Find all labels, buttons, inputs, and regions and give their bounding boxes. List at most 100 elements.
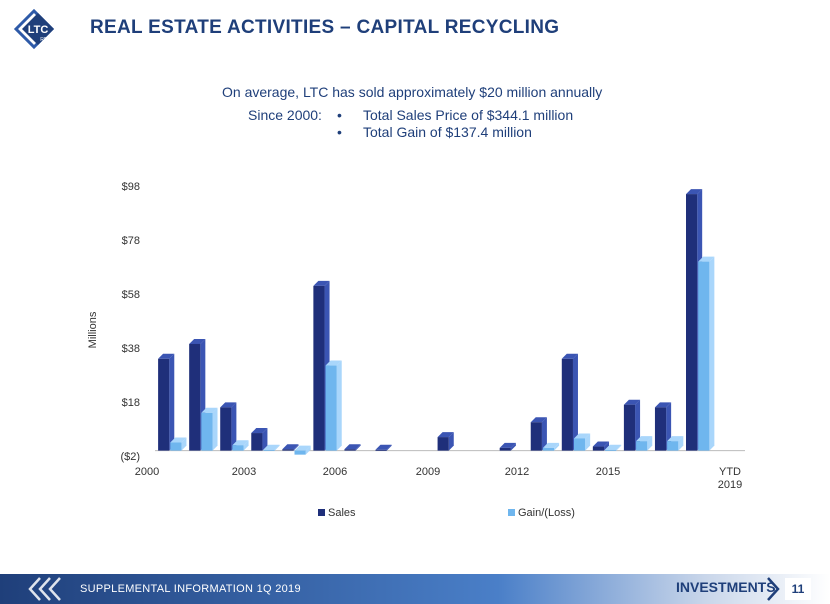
bar-sales (499, 447, 511, 451)
bar-sales (623, 404, 636, 451)
bullet-text: Total Gain of $137.4 million (363, 124, 532, 140)
bar-side (604, 441, 610, 451)
bar-top (170, 437, 187, 443)
bar-top (263, 444, 280, 450)
bar-top (251, 428, 268, 434)
bar-side (243, 440, 249, 451)
bar-top (325, 360, 342, 366)
bar-side (274, 444, 280, 451)
page-number: 11 (785, 578, 811, 600)
footer-bar (0, 574, 830, 604)
y-tick-label: $38 (122, 343, 140, 355)
bar-top (220, 402, 237, 408)
bar-top (530, 417, 547, 423)
bar-top (499, 442, 516, 448)
chevron-icon (28, 577, 61, 601)
bar-gain-loss (698, 261, 710, 451)
bar-sales (592, 446, 605, 451)
x-tick-label: 2009 (416, 466, 440, 478)
bar-top (158, 353, 175, 359)
bar-sales (251, 433, 263, 451)
company-logo: LTC REIT (12, 8, 74, 50)
bar-gain-loss (605, 449, 617, 451)
bar-gain-loss (294, 450, 306, 455)
footer-text: SUPPLEMENTAL INFORMATION 1Q 2019 (80, 583, 301, 595)
bar-side (181, 437, 187, 451)
bar-gain-loss (232, 445, 244, 451)
bar-side (678, 436, 684, 451)
summary-bullet: • Total Sales Price of $344.1 million (337, 107, 574, 123)
x-tick-label: 2012 (505, 466, 529, 478)
bar-gain-loss (201, 412, 213, 451)
bar-gain-loss (263, 449, 275, 451)
y-tick-label: $98 (122, 181, 140, 193)
bar-sales (313, 285, 325, 451)
bar-side (572, 353, 578, 451)
bar-sales (375, 449, 387, 451)
x-tick-label: 2015 (596, 466, 620, 478)
bar-top (698, 256, 715, 262)
logo-subtext: REIT (40, 37, 51, 43)
y-tick-label: ($2) (120, 451, 140, 463)
y-tick-label: $78 (122, 235, 140, 247)
y-axis-title: Millions (87, 311, 99, 348)
legend-label: Sales (328, 507, 356, 519)
page-title: REAL ESTATE ACTIVITIES – CAPITAL RECYCLI… (90, 17, 560, 38)
bar-sales (282, 449, 294, 451)
bar-top (232, 440, 249, 446)
bar-top (686, 189, 703, 195)
legend-label: Gain/(Loss) (518, 507, 575, 519)
bar-side (386, 444, 392, 451)
bar-sales (220, 407, 232, 451)
bar-top (189, 338, 206, 344)
bar-side (355, 444, 361, 451)
bar-side (709, 256, 715, 451)
bar-sales (158, 358, 170, 451)
bar-side (231, 402, 237, 451)
bar-top (592, 441, 610, 447)
bar-side (448, 432, 454, 451)
bar-side (554, 442, 560, 451)
sales-gain-bar-chart: ($2) $18 $38 $58 $78 $98 Millions 2000 2003 2006 2… (87, 181, 745, 519)
bar-side (305, 445, 311, 455)
bar-gain-loss (170, 442, 182, 451)
bar-top (294, 445, 311, 451)
y-tick-label: $18 (122, 397, 140, 409)
bar-side (336, 360, 342, 451)
bullet-text: Total Sales Price of $344.1 million (363, 107, 574, 123)
bar-side (585, 433, 591, 451)
legend-swatch (318, 509, 325, 516)
bar-side (616, 444, 622, 451)
since-label: Since 2000: (248, 107, 322, 123)
bar-top (542, 442, 560, 448)
bar-sales (437, 437, 449, 451)
summary-bullet: • Total Gain of $137.4 million (337, 124, 532, 140)
bar-side (293, 444, 299, 451)
footer-section-label: INVESTMENTS (676, 579, 776, 595)
bar-side (169, 353, 175, 451)
bar-top (573, 433, 591, 439)
bar-top (654, 402, 672, 408)
bar-sales (344, 449, 356, 451)
bar-gain-loss (667, 441, 679, 451)
bar-top (667, 436, 684, 442)
bar-top (282, 444, 299, 450)
chevron-icon (767, 577, 780, 601)
bar-sales (561, 358, 573, 451)
bar-side (635, 399, 641, 451)
bar-top (201, 407, 218, 413)
bar-top (623, 399, 641, 405)
legend-swatch (508, 509, 515, 516)
logo-text: LTC (28, 24, 49, 36)
bar-side (212, 407, 218, 451)
bar-top (437, 432, 454, 438)
y-tick-label: $58 (122, 289, 140, 301)
x-tick-label: 2006 (323, 466, 347, 478)
bar-side (510, 442, 516, 451)
bar-sales (530, 422, 542, 451)
x-tick-label: YTD 2019 (718, 466, 742, 491)
bar-side (647, 436, 653, 451)
x-tick-label: 2003 (232, 466, 256, 478)
bar-gain-loss (636, 441, 648, 451)
x-tick-label: 2000 (135, 466, 159, 478)
